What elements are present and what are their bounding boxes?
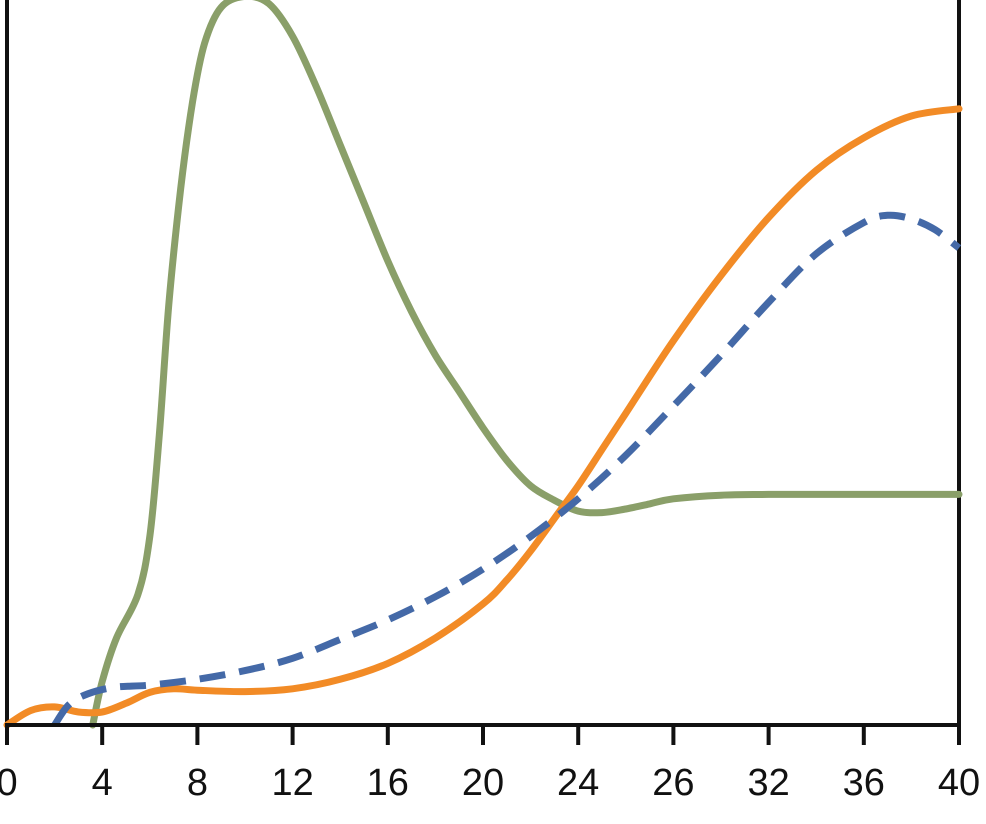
x-tick-label: 0 bbox=[0, 762, 18, 804]
x-tick-label: 20 bbox=[462, 762, 504, 804]
series-orange-line bbox=[3, 105, 963, 729]
series-green-line bbox=[89, 0, 963, 729]
series-blue-dashed-line bbox=[51, 211, 962, 728]
x-tick-label: 12 bbox=[271, 762, 313, 804]
x-tick-label: 40 bbox=[938, 762, 980, 804]
x-ticks: 0 4 8 12 16 20 24 26 32 36 40 bbox=[0, 725, 980, 804]
series-layer bbox=[3, 0, 963, 729]
x-tick-label: 36 bbox=[843, 762, 885, 804]
x-tick-label: 16 bbox=[367, 762, 409, 804]
plot-area: 0 4 8 12 16 20 24 26 32 36 40 bbox=[0, 0, 980, 804]
x-tick-label: 32 bbox=[747, 762, 789, 804]
x-tick-label: 24 bbox=[557, 762, 599, 804]
x-tick-label: 4 bbox=[92, 762, 113, 804]
x-tick-label: 8 bbox=[187, 762, 208, 804]
x-tick-label: 26 bbox=[652, 762, 694, 804]
